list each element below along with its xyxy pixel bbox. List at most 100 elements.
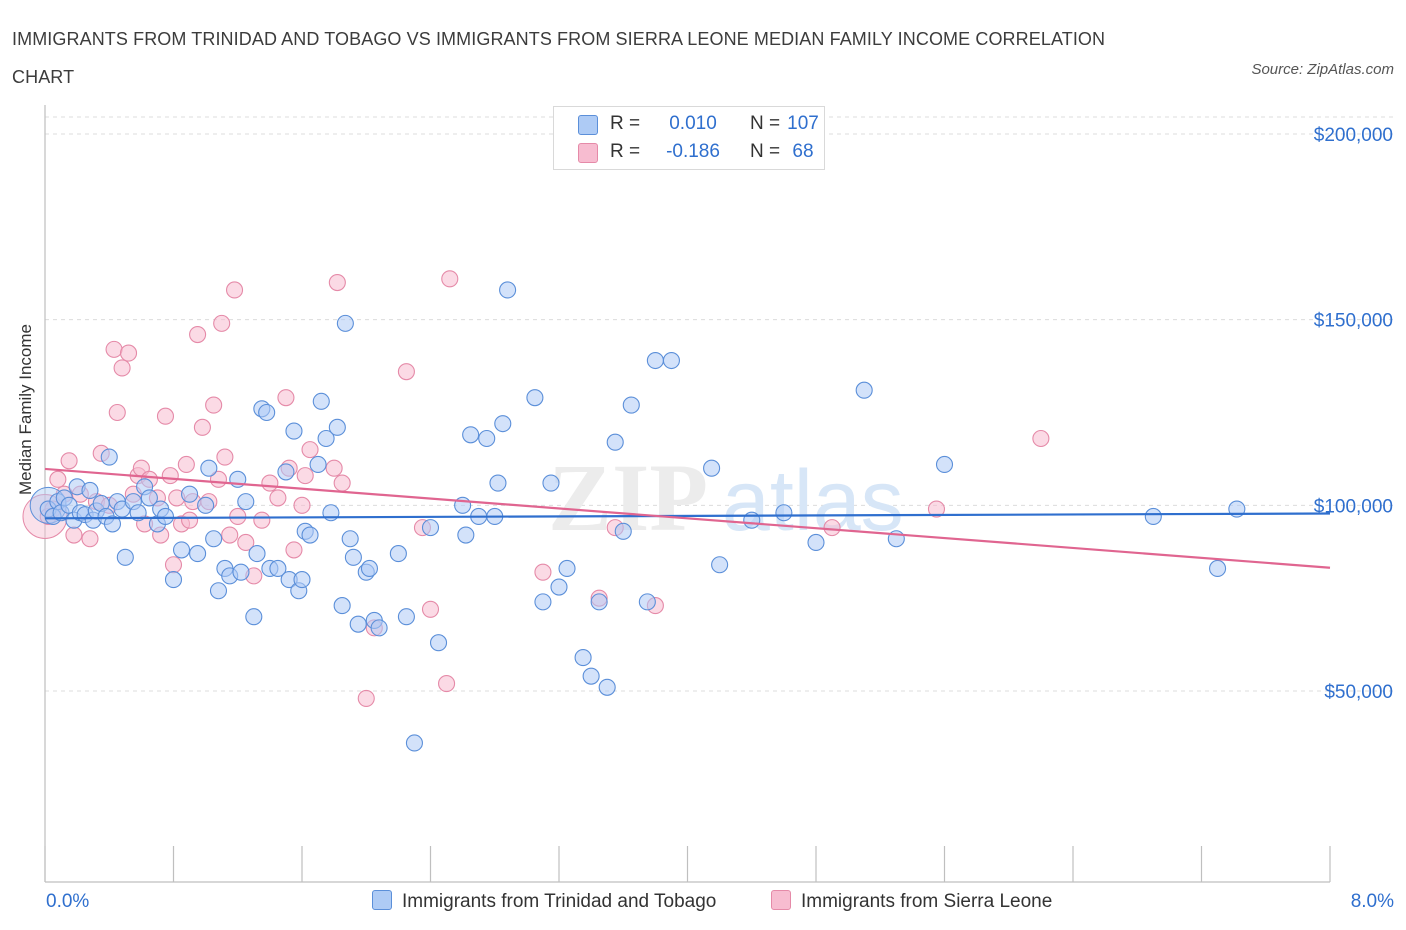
point-sierra-leone <box>105 340 123 358</box>
y-tick-label: $200,000 <box>1314 125 1393 146</box>
point-sierra-leone <box>177 455 195 474</box>
point-trinidad <box>457 526 475 544</box>
point-sierra-leone <box>927 500 946 518</box>
point-trinidad <box>237 493 255 511</box>
bottom-legend-label-sierra-leone: Immigrants from Sierra Leone <box>801 891 1053 912</box>
legend-r-value: -0.186 <box>666 141 720 162</box>
point-trinidad <box>421 519 440 537</box>
point-trinidad <box>258 403 276 422</box>
point-sierra-leone <box>181 511 199 529</box>
point-sierra-leone <box>269 489 287 507</box>
point-sierra-leone <box>261 474 279 492</box>
point-trinidad <box>855 381 873 399</box>
point-sierra-leone <box>81 530 99 548</box>
point-trinidad <box>542 474 560 492</box>
bottom-legend-sierra-leone: Immigrants from Sierra Leone <box>771 890 1052 914</box>
trend-lines <box>44 467 1331 569</box>
point-trinidad <box>333 597 351 615</box>
point-trinidad <box>100 448 118 466</box>
point-trinidad <box>462 426 480 444</box>
point-sierra-leone <box>328 273 346 292</box>
point-trinidad <box>245 608 263 626</box>
point-trinidad <box>200 459 218 477</box>
legend-n-value: 68 <box>792 141 814 162</box>
series-trinidad-points <box>29 281 1246 752</box>
point-sierra-leone <box>253 511 271 529</box>
point-trinidad <box>209 582 228 600</box>
point-sierra-leone <box>296 467 314 485</box>
legend-r-label: R = <box>610 141 641 162</box>
point-trinidad <box>248 545 266 563</box>
point-sierra-leone <box>237 533 255 552</box>
y-tick-labels: $50,000 $100,000 $150,000 $200,000 <box>1314 125 1393 703</box>
point-trinidad <box>935 455 954 474</box>
point-trinidad <box>349 615 367 633</box>
point-trinidad <box>614 522 632 540</box>
point-trinidad <box>526 389 544 407</box>
point-trinidad <box>189 545 207 563</box>
point-trinidad <box>344 548 362 566</box>
legend-r-value: 0.010 <box>669 113 717 134</box>
legend-swatch-trinidad <box>578 115 598 135</box>
point-trinidad <box>499 281 517 299</box>
grid-lines <box>45 116 1395 692</box>
point-sierra-leone <box>293 496 311 514</box>
point-sierra-leone <box>189 325 207 344</box>
point-trinidad <box>558 559 576 578</box>
point-trinidad <box>232 563 250 581</box>
legend-n-label: N = <box>750 113 781 134</box>
point-trinidad <box>301 526 319 544</box>
point-trinidad <box>156 507 175 526</box>
watermark: ZIP atlas <box>548 444 904 551</box>
point-sierra-leone <box>1032 429 1050 448</box>
trend-line-sierra-leone <box>44 467 1331 569</box>
point-sierra-leone <box>205 396 223 414</box>
point-sierra-leone <box>285 541 303 559</box>
point-sierra-leone <box>161 467 179 485</box>
point-trinidad <box>370 619 388 637</box>
point-trinidad <box>590 593 608 611</box>
point-sierra-leone <box>534 563 552 581</box>
point-trinidad <box>494 415 512 433</box>
y-axis-label: Median Family Income <box>16 323 35 495</box>
point-trinidad <box>285 422 303 440</box>
point-sierra-leone <box>156 407 175 425</box>
y-tick-label: $100,000 <box>1314 496 1393 517</box>
x-tick-label-min: 0.0% <box>46 891 90 912</box>
legend-swatch-sierra-leone <box>578 143 598 163</box>
point-sierra-leone <box>108 403 126 422</box>
point-sierra-leone <box>823 519 841 537</box>
point-trinidad <box>622 396 640 414</box>
point-trinidad <box>336 314 354 332</box>
point-trinidad <box>317 429 335 448</box>
point-trinidad <box>81 481 99 500</box>
point-sierra-leone <box>301 441 319 459</box>
bottom-legend-swatch-sierra-leone <box>771 890 791 910</box>
point-trinidad <box>1209 559 1227 578</box>
point-sierra-leone <box>357 689 375 707</box>
point-trinidad <box>341 530 359 548</box>
y-tick-label: $150,000 <box>1314 311 1393 332</box>
point-sierra-leone <box>421 600 440 618</box>
point-trinidad <box>181 485 199 503</box>
point-sierra-leone <box>441 270 459 288</box>
point-trinidad <box>197 496 215 514</box>
point-trinidad <box>429 634 448 652</box>
point-sierra-leone <box>325 459 343 477</box>
chart-title: IMMIGRANTS FROM TRINIDAD AND TOBAGO VS I… <box>12 29 1106 87</box>
point-sierra-leone <box>438 675 456 693</box>
point-trinidad <box>775 504 793 522</box>
point-trinidad <box>489 474 507 492</box>
point-trinidad <box>360 559 379 578</box>
bottom-legend-swatch-trinidad <box>372 890 392 910</box>
point-sierra-leone <box>193 418 211 436</box>
point-trinidad <box>277 463 295 481</box>
x-tick-label-max: 8.0% <box>1350 891 1394 912</box>
point-trinidad <box>205 530 223 548</box>
point-trinidad <box>103 515 122 533</box>
point-sierra-leone <box>49 470 67 488</box>
point-sierra-leone <box>397 363 415 381</box>
point-trinidad <box>129 504 147 522</box>
point-trinidad <box>606 433 624 451</box>
point-trinidad <box>550 578 568 596</box>
